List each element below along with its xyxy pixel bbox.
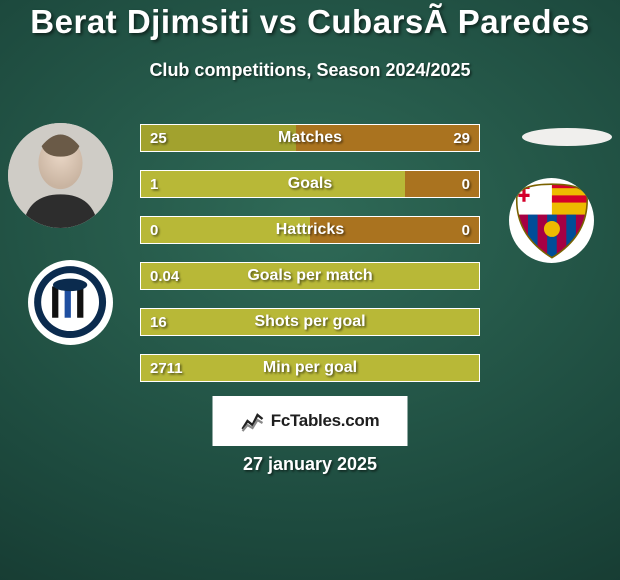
source-logo-text: FcTables.com bbox=[271, 411, 380, 431]
subtitle: Club competitions, Season 2024/2025 bbox=[0, 60, 620, 81]
stat-row: 10Goals bbox=[140, 170, 480, 198]
stat-metric-label: Shots per goal bbox=[140, 308, 480, 336]
stat-row: 00Hattricks bbox=[140, 216, 480, 244]
date-label: 27 january 2025 bbox=[0, 454, 620, 475]
stat-row: 0.04Goals per match bbox=[140, 262, 480, 290]
stat-row: 2529Matches bbox=[140, 124, 480, 152]
page-title: Berat Djimsiti vs CubarsÃ Paredes bbox=[0, 3, 620, 41]
stat-metric-label: Goals bbox=[140, 170, 480, 198]
stat-bars: 2529Matches 10Goals 00Hattricks 0.04Goals p… bbox=[140, 124, 480, 382]
source-logo: FcTables.com bbox=[213, 396, 408, 446]
stat-metric-label: Goals per match bbox=[140, 262, 480, 290]
club1-badge bbox=[28, 260, 113, 345]
stat-metric-label: Min per goal bbox=[140, 354, 480, 382]
player2-avatar bbox=[522, 128, 612, 146]
stat-metric-label: Matches bbox=[140, 124, 480, 152]
club-crest-icon bbox=[512, 181, 592, 261]
stat-metric-label: Hattricks bbox=[140, 216, 480, 244]
player1-avatar bbox=[8, 123, 113, 228]
chart-icon bbox=[241, 409, 265, 433]
club-crest-icon bbox=[31, 263, 109, 341]
stat-row: 16Shots per goal bbox=[140, 308, 480, 336]
person-silhouette-icon bbox=[8, 123, 113, 228]
club2-badge bbox=[509, 178, 594, 263]
stat-row: 2711Min per goal bbox=[140, 354, 480, 382]
comparison-infographic: Berat Djimsiti vs CubarsÃ Paredes Club c… bbox=[0, 0, 620, 580]
